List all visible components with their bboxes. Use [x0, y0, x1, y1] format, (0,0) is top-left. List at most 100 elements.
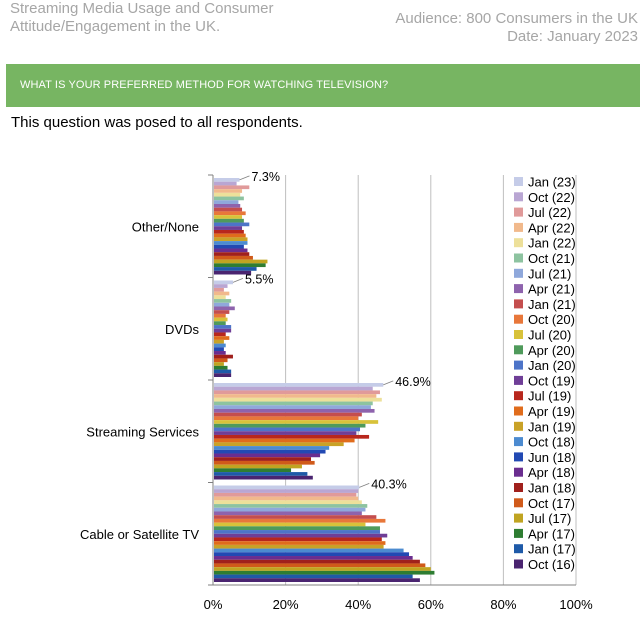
bar [214, 215, 243, 219]
bar [214, 570, 435, 575]
bar [214, 192, 241, 197]
bar [214, 313, 226, 318]
legend-swatch [514, 314, 523, 324]
x-tick-label: 0% [204, 597, 223, 612]
bar [214, 222, 250, 227]
report-title-line1: Streaming Media Usage and Consumer [10, 0, 274, 17]
bar [214, 284, 228, 288]
bar [214, 365, 228, 370]
bar [214, 507, 366, 512]
legend-label: Apr (20) [528, 343, 575, 358]
bar [214, 226, 243, 230]
bar [214, 518, 386, 523]
legend-label: Jan (17) [528, 542, 576, 557]
legend-label: Jul (20) [528, 328, 571, 343]
legend-swatch [514, 559, 523, 569]
bar [214, 485, 360, 490]
bar [214, 434, 370, 439]
legend-label: Apr (19) [528, 404, 575, 419]
legend-label: Oct (18) [528, 435, 575, 450]
bar [214, 405, 371, 409]
legend-label: Jul (21) [528, 266, 571, 281]
bar [214, 431, 357, 435]
legend-swatch [514, 268, 523, 278]
bar [214, 259, 268, 264]
bar [214, 489, 359, 493]
date-label: Date: January 2023 [507, 28, 638, 45]
bar [214, 552, 410, 557]
bar [214, 185, 250, 190]
bar [214, 496, 359, 501]
bar [214, 472, 308, 476]
bar [214, 203, 241, 208]
bar [214, 460, 315, 465]
bar [214, 369, 232, 374]
legend-label: Jul (19) [528, 389, 571, 404]
legend-label: Oct (22) [528, 190, 575, 205]
legend-label: Jan (19) [528, 419, 576, 434]
bar [214, 358, 228, 363]
bar [214, 567, 431, 571]
x-tick-label: 40% [345, 597, 371, 612]
legend-swatch [514, 544, 523, 554]
legend-swatch [514, 238, 523, 248]
bar [214, 181, 237, 186]
bar [214, 321, 226, 326]
bar [214, 383, 384, 387]
bar [214, 317, 228, 322]
bar [214, 229, 244, 234]
bar [214, 556, 413, 560]
legend-label: Jul (17) [528, 511, 571, 526]
bar [214, 438, 355, 443]
annotation-label: 40.3% [371, 477, 406, 491]
legend-label: Jul (22) [528, 205, 571, 220]
bar [214, 544, 384, 549]
report-meta: Audience: 800 Consumers in the UK Date: … [318, 10, 638, 46]
legend-label: Apr (21) [528, 282, 575, 297]
bar [214, 427, 361, 432]
annotation-label: 7.3% [251, 170, 280, 184]
legend-label: Oct (19) [528, 373, 575, 388]
legend-swatch [514, 498, 523, 508]
legend-swatch [514, 222, 523, 232]
legend-swatch [514, 207, 523, 217]
bar [214, 559, 420, 564]
bar [214, 291, 230, 296]
bar [214, 515, 377, 519]
bar [214, 354, 233, 359]
bar [214, 237, 248, 242]
bar [214, 218, 244, 223]
legend-label: Oct (17) [528, 496, 575, 511]
bar [214, 563, 426, 568]
bar [214, 578, 420, 582]
bar [214, 306, 235, 311]
category-label: Streaming Services [86, 424, 199, 439]
bar [214, 457, 312, 461]
legend-swatch [514, 177, 523, 186]
report-title-line2: Attitude/Engagement in the UK. [10, 18, 221, 35]
bar [214, 280, 233, 285]
annotation-label: 5.5% [245, 272, 274, 286]
legend-swatch [514, 253, 523, 263]
audience-label: Audience: 800 Consumers in the UK [395, 10, 638, 27]
bar [214, 295, 226, 300]
legend-label: Apr (22) [528, 220, 575, 235]
legend-label: Oct (20) [528, 312, 575, 327]
bar [214, 412, 362, 417]
bar [214, 255, 253, 260]
bar [214, 420, 379, 424]
bar [214, 310, 230, 314]
bar [214, 401, 373, 406]
bar [214, 248, 248, 253]
annotation-leader [359, 482, 370, 488]
bar [214, 328, 232, 333]
bar [214, 475, 313, 480]
bar [214, 386, 373, 391]
annotation-leader [232, 277, 244, 283]
bar [214, 233, 246, 238]
report-title: Streaming Media Usage and Consumer Attit… [10, 0, 330, 36]
bar [214, 442, 344, 447]
bar [214, 178, 240, 182]
bar [214, 416, 359, 421]
